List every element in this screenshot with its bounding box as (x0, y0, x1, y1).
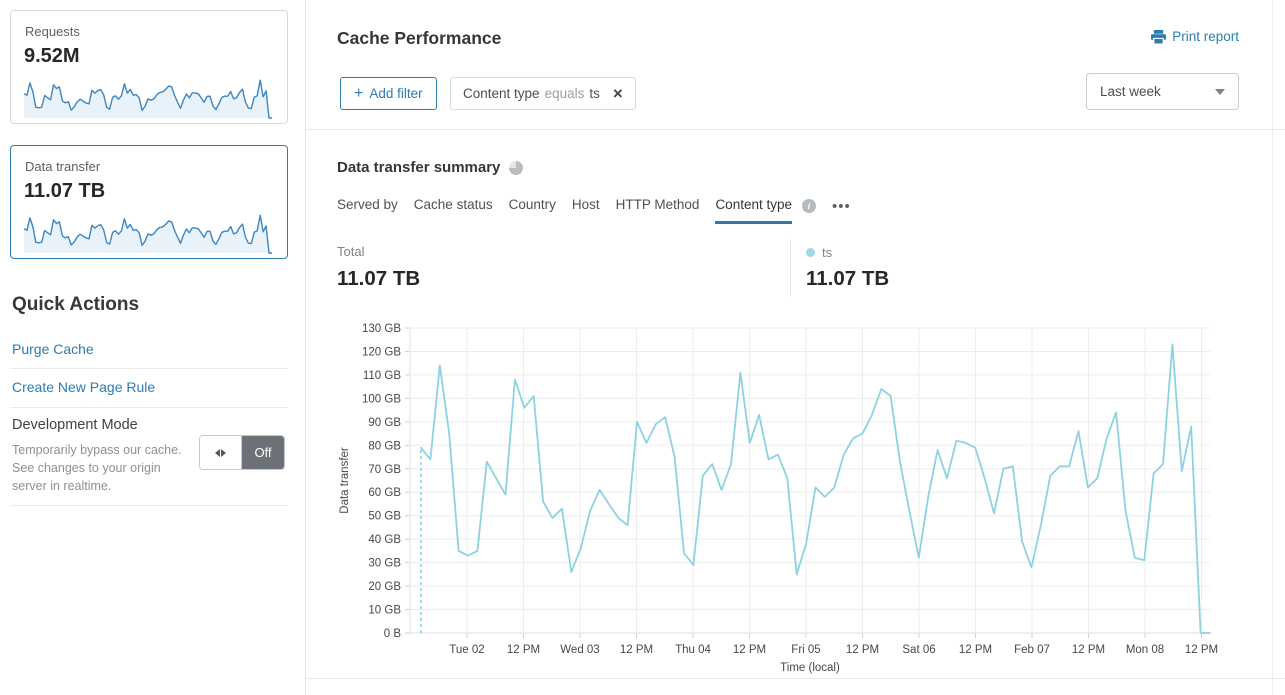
toggle-off-label: Off (242, 436, 284, 469)
more-tabs-icon[interactable]: ••• (832, 197, 851, 215)
svg-text:90 GB: 90 GB (368, 417, 401, 429)
data-transfer-card-label: Data transfer (25, 159, 101, 174)
pie-chart-icon (509, 160, 524, 175)
svg-text:120 GB: 120 GB (362, 346, 401, 358)
svg-text:110 GB: 110 GB (363, 370, 401, 382)
svg-text:12 PM: 12 PM (959, 644, 992, 656)
print-report-button[interactable]: Print report (1151, 29, 1239, 44)
development-mode-toggle[interactable]: Off (199, 435, 285, 470)
svg-text:50 GB: 50 GB (368, 511, 401, 523)
svg-text:Data transfer: Data transfer (339, 447, 351, 514)
time-range-select[interactable]: Last week (1086, 73, 1239, 110)
sidebar-divider (10, 407, 288, 408)
remove-filter-icon[interactable]: × (612, 84, 623, 103)
purge-cache-link[interactable]: Purge Cache (12, 341, 94, 357)
filter-operator: equals (544, 86, 585, 101)
data-transfer-chart: 0 B 10 GB 20 GB 30 GB 40 GB 50 GB 60 GB 70 GB 80… (339, 323, 1218, 674)
add-filter-button[interactable]: + Add filter (340, 77, 437, 110)
filter-value: ts (589, 86, 600, 101)
data-transfer-summary-heading: Data transfer summary (337, 159, 524, 176)
tab-country[interactable]: Country (508, 197, 556, 212)
svg-text:40 GB: 40 GB (368, 534, 401, 546)
info-icon[interactable]: i (802, 199, 816, 213)
svg-text:12 PM: 12 PM (620, 644, 653, 656)
tab-http-method[interactable]: HTTP Method (615, 197, 700, 212)
svg-text:Wed 03: Wed 03 (560, 644, 599, 656)
time-range-value: Last week (1100, 84, 1161, 99)
svg-text:Mon 08: Mon 08 (1126, 644, 1164, 656)
requests-card-value: 9.52M (24, 45, 80, 67)
svg-text:0 B: 0 B (384, 628, 402, 640)
page-title: Cache Performance (337, 28, 502, 48)
data-transfer-sparkline-chart (23, 214, 272, 254)
sidebar-divider (10, 505, 288, 506)
chevron-down-icon (1215, 88, 1225, 95)
svg-text:80 GB: 80 GB (368, 440, 401, 452)
series-legend: ts (806, 245, 832, 260)
development-mode-description: Temporarily bypass our cache. See change… (12, 443, 182, 494)
print-report-label: Print report (1172, 29, 1239, 44)
total-label: Total (337, 244, 365, 259)
tab-cache-status[interactable]: Cache status (413, 197, 493, 212)
svg-text:Thu 04: Thu 04 (675, 644, 711, 656)
dimension-tabs: Served by Cache status Country Host HTTP… (337, 197, 851, 224)
svg-text:60 GB: 60 GB (368, 487, 401, 499)
section-divider (306, 678, 1285, 679)
data-transfer-metric-card[interactable]: Data transfer 11.07 TB (10, 145, 288, 259)
svg-text:30 GB: 30 GB (368, 558, 401, 570)
content-type-filter-chip[interactable]: Content type equals ts × (450, 77, 636, 110)
requests-metric-card[interactable]: Requests 9.52M (10, 10, 288, 124)
plus-icon: + (354, 84, 364, 102)
tab-host[interactable]: Host (571, 197, 600, 212)
printer-icon (1151, 29, 1167, 44)
sidebar-divider (10, 368, 288, 369)
svg-text:Sat 06: Sat 06 (902, 644, 935, 656)
toggle-arrows-icon (200, 436, 242, 469)
data-transfer-card-value: 11.07 TB (24, 180, 106, 202)
chart-container: 0 B 10 GB 20 GB 30 GB 40 GB 50 GB 60 GB 70 GB 80… (337, 312, 1232, 689)
svg-text:12 PM: 12 PM (1072, 644, 1105, 656)
svg-text:10 GB: 10 GB (368, 605, 401, 617)
svg-text:Time (local): Time (local) (780, 662, 840, 674)
requests-card-label: Requests (25, 24, 80, 39)
svg-text:100 GB: 100 GB (362, 393, 401, 405)
svg-text:Tue 02: Tue 02 (449, 644, 484, 656)
summary-heading-label: Data transfer summary (337, 159, 501, 176)
svg-text:70 GB: 70 GB (368, 464, 401, 476)
content-right-edge (1272, 0, 1273, 695)
svg-text:20 GB: 20 GB (368, 581, 401, 593)
add-filter-label: Add filter (369, 86, 423, 101)
svg-text:130 GB: 130 GB (362, 323, 401, 335)
section-divider (306, 129, 1285, 130)
tab-served-by[interactable]: Served by (337, 197, 398, 212)
svg-text:12 PM: 12 PM (846, 644, 879, 656)
ts-series-value: 11.07 TB (806, 267, 890, 290)
svg-text:12 PM: 12 PM (507, 644, 540, 656)
svg-text:12 PM: 12 PM (733, 644, 766, 656)
ts-series-name: ts (822, 245, 833, 260)
svg-text:Fri 05: Fri 05 (791, 644, 820, 656)
svg-text:Feb 07: Feb 07 (1014, 644, 1050, 656)
svg-text:12 PM: 12 PM (1185, 644, 1218, 656)
total-value: 11.07 TB (337, 267, 421, 290)
requests-sparkline-chart (23, 79, 272, 119)
tab-content-type[interactable]: Content type (715, 197, 792, 224)
filter-field: Content type (463, 86, 540, 101)
ts-series-dot-icon (806, 248, 815, 257)
totals-divider (790, 239, 791, 297)
development-mode-title: Development Mode (12, 417, 138, 433)
analytics-sidebar: Requests 9.52M Data transfer 11.07 TB Qu… (0, 0, 306, 695)
quick-actions-heading: Quick Actions (12, 294, 140, 315)
create-page-rule-link[interactable]: Create New Page Rule (12, 379, 156, 395)
